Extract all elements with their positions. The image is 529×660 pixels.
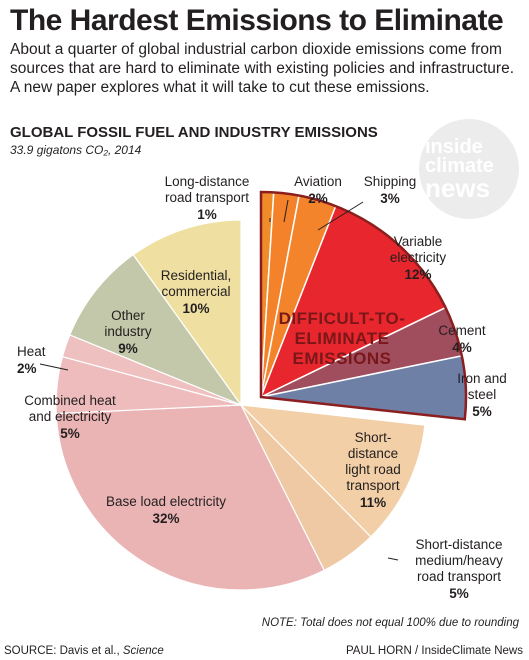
wedge-base-load-electricity	[55, 404, 326, 591]
label-aviation-line-1: Aviation	[294, 174, 342, 189]
difficult-label-line-2: ELIMINATE	[295, 329, 390, 348]
wedge-residential-commercial	[132, 219, 242, 407]
label-heat-line-1: Heat	[17, 344, 46, 359]
logo-line-3: news	[425, 173, 491, 203]
value-short-distance-medium-heavy-road-transport: 5%	[449, 586, 469, 601]
label-short-distance-light-road-transport-line-3: light road	[345, 462, 401, 477]
chart-subheading: 33.9 gigatons CO₂, 2014	[10, 143, 142, 157]
value-shipping: 3%	[380, 191, 400, 206]
leader-shipping	[317, 201, 364, 231]
label-combined-heat-and-electricity-line-1: Combined heat	[24, 393, 116, 408]
leader-lines	[39, 199, 399, 561]
difficult-group-outline	[259, 190, 468, 421]
difficult-label-line-1: DIFFICULT-TO-	[279, 309, 406, 328]
label-long-distance-road-transport-line-1: Long-distance	[165, 174, 250, 189]
intro-text: About a quarter of global industrial car…	[10, 41, 514, 96]
label-other-industry-line-1: Other	[111, 308, 145, 323]
leader-short-distance-medium-heavy-road-transport	[387, 557, 399, 561]
label-cement-line-1: Cement	[438, 323, 486, 338]
label-iron-and-steel-line-2: steel	[468, 387, 497, 402]
value-iron-and-steel: 5%	[472, 404, 492, 419]
value-aviation: 2%	[308, 191, 328, 206]
label-variable-electricity-line-1: Variable	[394, 234, 443, 249]
label-short-distance-medium-heavy-road-transport-line-1: Short-distance	[415, 537, 502, 552]
label-residential-commercial-line-2: commercial	[161, 284, 230, 299]
label-shipping-line-1: Shipping	[364, 174, 417, 189]
author-credit: PAUL HORN / InsideClimate News	[345, 645, 523, 657]
leader-aviation	[283, 199, 289, 223]
value-long-distance-road-transport: 1%	[197, 207, 217, 222]
source-credit: SOURCE: Davis et al., Science	[4, 645, 164, 657]
value-residential-commercial: 10%	[182, 301, 209, 316]
difficult-label-line-3: EMISSIONS	[293, 349, 392, 368]
logo-line-1: inside	[425, 136, 483, 158]
label-short-distance-light-road-transport-line-2: distance	[348, 446, 398, 461]
label-iron-and-steel-line-1: Iron and	[457, 371, 507, 386]
leader-heat	[39, 363, 69, 371]
value-heat: 2%	[17, 361, 37, 376]
wedge-short-distance-light-road-transport	[239, 404, 426, 538]
chart-heading: GLOBAL FOSSIL FUEL AND INDUSTRY EMISSION…	[10, 124, 378, 141]
value-base-load-electricity: 32%	[152, 511, 179, 526]
label-residential-commercial-line-1: Residential,	[161, 268, 232, 283]
label-short-distance-medium-heavy-road-transport-line-2: medium/heavy	[415, 553, 503, 568]
label-combined-heat-and-electricity-line-2: and electricity	[29, 409, 112, 424]
value-variable-electricity: 12%	[404, 267, 431, 282]
value-cement: 4%	[452, 340, 472, 355]
pie-wedges	[55, 190, 468, 591]
rounding-note: NOTE: Total does not equal 100% due to r…	[261, 617, 519, 629]
label-short-distance-light-road-transport-line-1: Short-	[355, 430, 392, 445]
source-journal: Science	[122, 645, 164, 657]
value-other-industry: 9%	[118, 341, 138, 356]
label-short-distance-medium-heavy-road-transport-line-3: road transport	[417, 569, 501, 584]
label-base-load-electricity-line-1: Base load electricity	[106, 494, 226, 509]
source-prefix: SOURCE: Davis et al.,	[4, 645, 123, 657]
label-long-distance-road-transport-line-2: road transport	[165, 190, 249, 205]
insideclimate-news-logo: inside climate news	[419, 119, 519, 219]
wedge-other-industry	[69, 253, 243, 407]
value-combined-heat-and-electricity: 5%	[60, 426, 80, 441]
label-short-distance-light-road-transport-line-4: transport	[346, 478, 400, 493]
value-short-distance-light-road-transport: 11%	[360, 495, 386, 510]
label-other-industry-line-2: industry	[104, 324, 152, 339]
logo-line-2: climate	[425, 155, 494, 177]
chart-title: The Hardest Emissions to Eliminate	[10, 4, 504, 37]
label-variable-electricity-line-2: electricity	[390, 250, 447, 265]
